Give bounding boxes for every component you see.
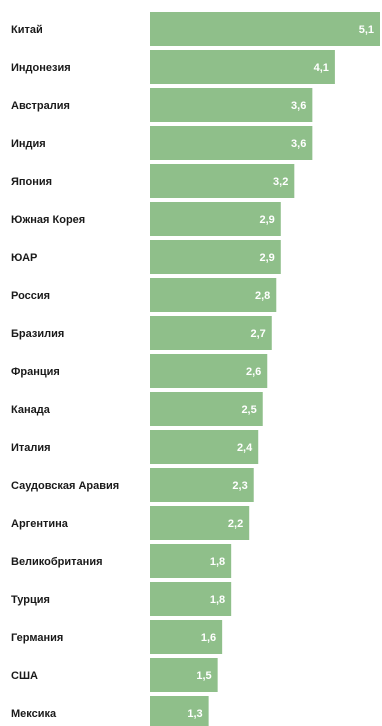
bar-14 [150, 544, 232, 578]
bars-layer [150, 12, 380, 726]
bar-7 [150, 278, 277, 312]
category-label-14: Великобритания [11, 556, 103, 568]
category-label-17: США [11, 670, 38, 682]
value-label-7: 2,8 [255, 290, 270, 302]
labels-layer: Китай 5,1 Индонезия 4,1 Австралия 3,6 Индия 3,6… [11, 24, 374, 720]
bar-15 [150, 582, 232, 616]
category-label-7: Россия [11, 290, 50, 302]
bar-3 [150, 126, 313, 160]
value-label-13: 2,2 [228, 518, 243, 530]
bar-10 [150, 392, 263, 426]
value-label-17: 1,5 [196, 670, 211, 682]
category-label-16: Германия [11, 632, 63, 644]
value-label-16: 1,6 [201, 632, 216, 644]
bar-4 [150, 164, 295, 198]
bar-8 [150, 316, 272, 350]
value-label-9: 2,6 [246, 366, 261, 378]
bar-16 [150, 620, 223, 654]
category-label-8: Бразилия [11, 328, 64, 340]
bar-2 [150, 88, 313, 122]
category-label-2: Австралия [11, 100, 70, 112]
bar-1 [150, 50, 335, 84]
category-label-4: Япония [11, 176, 52, 188]
category-label-15: Турция [11, 594, 50, 606]
bar-6 [150, 240, 281, 274]
value-label-8: 2,7 [250, 328, 265, 340]
bar-13 [150, 506, 250, 540]
bar-18 [150, 696, 209, 726]
value-label-14: 1,8 [210, 556, 225, 568]
value-label-18: 1,3 [187, 708, 202, 720]
bar-5 [150, 202, 281, 236]
bar-11 [150, 430, 259, 464]
value-label-12: 2,3 [232, 480, 247, 492]
bar-0 [150, 12, 380, 46]
value-label-15: 1,8 [210, 594, 225, 606]
bar-17 [150, 658, 218, 692]
value-label-5: 2,9 [259, 214, 274, 226]
category-label-10: Канада [11, 404, 51, 416]
value-label-11: 2,4 [237, 442, 253, 454]
category-label-3: Индия [11, 138, 46, 150]
category-label-5: Южная Корея [11, 214, 85, 226]
category-label-13: Аргентина [11, 518, 69, 530]
category-label-18: Мексика [11, 708, 57, 720]
value-label-10: 2,5 [241, 404, 256, 416]
value-label-3: 3,6 [291, 138, 306, 150]
category-label-6: ЮАР [11, 252, 37, 264]
category-label-0: Китай [11, 24, 43, 36]
bar-9 [150, 354, 268, 388]
value-label-4: 3,2 [273, 176, 288, 188]
value-label-6: 2,9 [259, 252, 274, 264]
value-label-1: 4,1 [314, 62, 329, 74]
category-label-11: Италия [11, 442, 51, 454]
category-label-12: Саудовская Аравия [11, 480, 119, 492]
bar-12 [150, 468, 254, 502]
value-label-2: 3,6 [291, 100, 306, 112]
value-label-0: 5,1 [359, 24, 374, 36]
category-label-9: Франция [11, 366, 60, 378]
category-label-1: Индонезия [11, 62, 71, 74]
